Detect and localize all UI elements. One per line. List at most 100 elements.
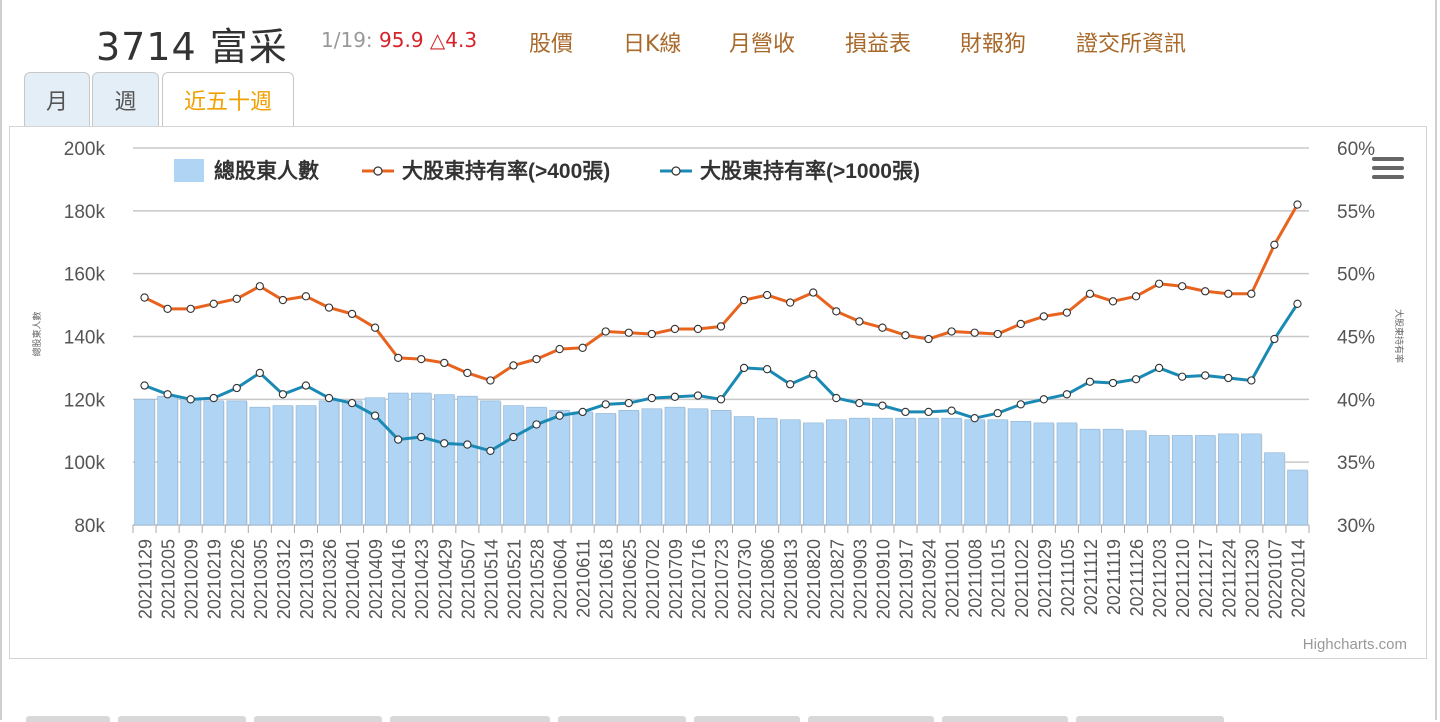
series-1000-point [1270, 334, 1279, 344]
legend-marker-1000 [671, 166, 681, 176]
series-1000-point [186, 395, 195, 404]
right-tick-label: 45% [1337, 328, 1375, 349]
legend-label-1000: 大股東持有率(>1000張) [700, 159, 920, 183]
series-400-point [440, 358, 449, 368]
x-tick-label: 20210507 [458, 539, 478, 619]
bottom-button[interactable] [558, 716, 686, 722]
x-tick-label: 20210827 [827, 539, 847, 619]
bottom-button[interactable] [118, 716, 246, 722]
x-tick-label: 20211105 [1058, 539, 1078, 616]
bottom-button[interactable] [26, 716, 110, 722]
bar [387, 392, 409, 526]
x-tick-label: 20210514 [481, 539, 501, 619]
bar [918, 417, 939, 526]
series-1000-point [1016, 400, 1025, 409]
bottom-button[interactable] [1076, 716, 1224, 722]
bar-series [134, 392, 1309, 526]
x-tick-label: 20210521 [504, 539, 524, 619]
bottom-button[interactable] [808, 716, 934, 722]
bottom-button[interactable] [390, 716, 550, 722]
series-400-point [1039, 312, 1048, 321]
series-400-point [1154, 279, 1164, 288]
series-1000-point [624, 398, 633, 408]
legend-item-1000[interactable]: 大股東持有率(>1000張) [660, 159, 920, 183]
x-tick-label: 20210924 [920, 539, 940, 619]
tab-fifty-weeks[interactable]: 近五十週 [162, 72, 294, 126]
series-400-point [1062, 308, 1072, 317]
series-400-point [809, 288, 818, 297]
tab-week[interactable]: 週 [92, 72, 159, 126]
series-400-point [1131, 292, 1141, 301]
bar [272, 405, 294, 526]
series-1000-point [878, 401, 887, 410]
bar [895, 417, 916, 526]
series-1000-point [647, 393, 656, 403]
right-tick-label: 55% [1337, 202, 1375, 223]
bar [411, 392, 432, 526]
bottom-button[interactable] [942, 716, 1068, 722]
series-1000-point [1293, 299, 1302, 308]
legend-marker-400 [373, 166, 383, 176]
series-400-point [417, 354, 426, 364]
series-1000-point [1062, 390, 1072, 399]
nav-stock-price-link[interactable]: 股價 [529, 32, 574, 57]
left-axis-title: 總股東人數 [31, 311, 42, 356]
series-1000-point [786, 380, 795, 389]
series-400-point [924, 334, 933, 344]
bottom-button[interactable] [694, 716, 800, 722]
x-tick-label: 20210305 [251, 539, 271, 619]
legend-bar-swatch [174, 159, 204, 182]
legend-label-400: 大股東持有率(>400張) [402, 159, 610, 183]
series-1000-point [232, 383, 241, 393]
bar [572, 411, 593, 526]
x-tick-label: 20210528 [528, 539, 548, 619]
bar [203, 400, 224, 526]
bar [710, 410, 732, 526]
legend-item-400[interactable]: 大股東持有率(>400張) [362, 159, 610, 183]
x-tick-label: 20210716 [689, 539, 709, 619]
series-400-point [486, 376, 495, 385]
series-400-point [901, 331, 910, 340]
menu-bar [1372, 166, 1404, 170]
tab-month[interactable]: 月 [24, 72, 90, 126]
nav-daily-k-link[interactable]: 日K線 [623, 32, 682, 57]
x-tick-label: 20210205 [159, 539, 179, 619]
series-400-point [463, 368, 472, 378]
x-tick-label: 20210429 [435, 539, 455, 619]
series-400-point [1016, 319, 1025, 329]
chart-menu-icon[interactable] [1372, 157, 1404, 181]
nav-income-statement-link[interactable]: 損益表 [845, 32, 912, 57]
series-400-point [278, 295, 288, 305]
line-series-1000 [140, 299, 1302, 456]
nav-monthly-revenue-link[interactable]: 月營收 [729, 32, 796, 57]
series-400-point [993, 329, 1002, 339]
right-tick-label: 60% [1337, 139, 1375, 160]
series-400-point [186, 304, 195, 314]
x-tick-label: 20210209 [182, 539, 202, 619]
legend-item-shareholders[interactable]: 總股東人數 [174, 159, 319, 183]
x-tick-label: 20210319 [297, 539, 317, 619]
nav-twse-info-link[interactable]: 證交所資訊 [1076, 32, 1187, 57]
bar [1218, 433, 1239, 526]
series-1000-point [347, 398, 357, 408]
right-tick-label: 30% [1337, 516, 1375, 537]
series-400-point [370, 323, 380, 332]
bar [687, 408, 709, 526]
series-1000-point [324, 393, 334, 403]
left-tick-label: 180k [64, 202, 106, 223]
x-tick-label: 20210618 [597, 539, 617, 619]
x-tick-label: 20211112 [1081, 539, 1101, 615]
left-tick-label: 200k [64, 139, 106, 160]
series-1000-point [601, 400, 610, 409]
bar [1171, 435, 1193, 526]
nav-statementdog-link[interactable]: 財報狗 [960, 32, 1027, 57]
highcharts-credit-link[interactable]: Highcharts.com [1303, 636, 1407, 653]
series-400-point [624, 328, 633, 337]
series-1000-point [140, 381, 149, 390]
bottom-button[interactable] [254, 716, 382, 722]
bar [157, 395, 178, 526]
x-tick-label: 20210401 [343, 539, 363, 619]
series-1000-point [463, 440, 472, 449]
stock-title: 3714 富采 [96, 25, 288, 69]
